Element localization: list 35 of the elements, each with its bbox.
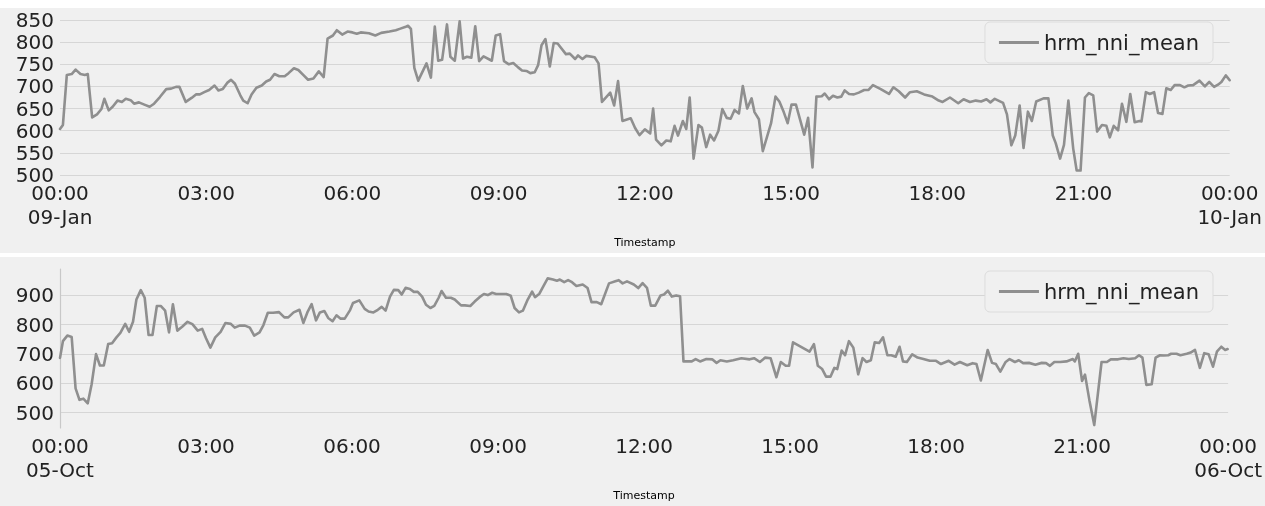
x-axis-title: Timestamp xyxy=(612,489,675,502)
y-tick-label: 550 xyxy=(15,140,54,165)
x-tick-label: 12:00 xyxy=(615,434,673,458)
y-tick-label: 800 xyxy=(15,30,54,55)
y-tick-label: 650 xyxy=(15,96,54,121)
y-tick-label: 850 xyxy=(15,8,54,32)
x-tick-label: 03:00 xyxy=(177,434,235,458)
x-tick-label: 06:00 xyxy=(323,181,382,205)
y-tick-label: 700 xyxy=(15,342,54,367)
line-series xyxy=(58,277,1229,427)
legend-label: hrm_nni_mean xyxy=(1043,30,1200,56)
y-tick-label: 500 xyxy=(15,400,54,425)
x-tick-label: 00:00 06-Oct xyxy=(1194,434,1263,482)
y-tick-label: 600 xyxy=(15,371,54,396)
x-tick-label: 21:00 xyxy=(1053,434,1111,458)
x-tick-label: 15:00 xyxy=(761,434,819,458)
x-tick-label: 00:00 05-Oct xyxy=(26,434,95,482)
y-tick-label: 800 xyxy=(15,312,54,337)
x-tick-label: 15:00 xyxy=(762,181,820,205)
x-tick-label: 21:00 xyxy=(1054,181,1113,205)
line-series xyxy=(58,20,1231,172)
y-tick-label: 750 xyxy=(15,52,54,77)
y-tick-label: 600 xyxy=(15,118,54,143)
x-tick-label: 18:00 xyxy=(908,181,967,205)
x-tick-label: 09:00 xyxy=(469,181,528,205)
x-axis-title: Timestamp xyxy=(613,236,676,249)
legend-label: hrm_nni_mean xyxy=(1043,279,1200,305)
y-tick-label: 700 xyxy=(15,74,54,99)
x-tick-label: 00:00 10-Jan xyxy=(1197,181,1262,229)
x-tick-label: 12:00 xyxy=(616,181,674,205)
x-tick-label: 18:00 xyxy=(907,434,965,458)
x-tick-label: 09:00 xyxy=(469,434,527,458)
x-tick-label: 06:00 xyxy=(323,434,381,458)
x-tick-label: 03:00 xyxy=(177,181,236,205)
y-tick-label: 900 xyxy=(15,283,54,308)
